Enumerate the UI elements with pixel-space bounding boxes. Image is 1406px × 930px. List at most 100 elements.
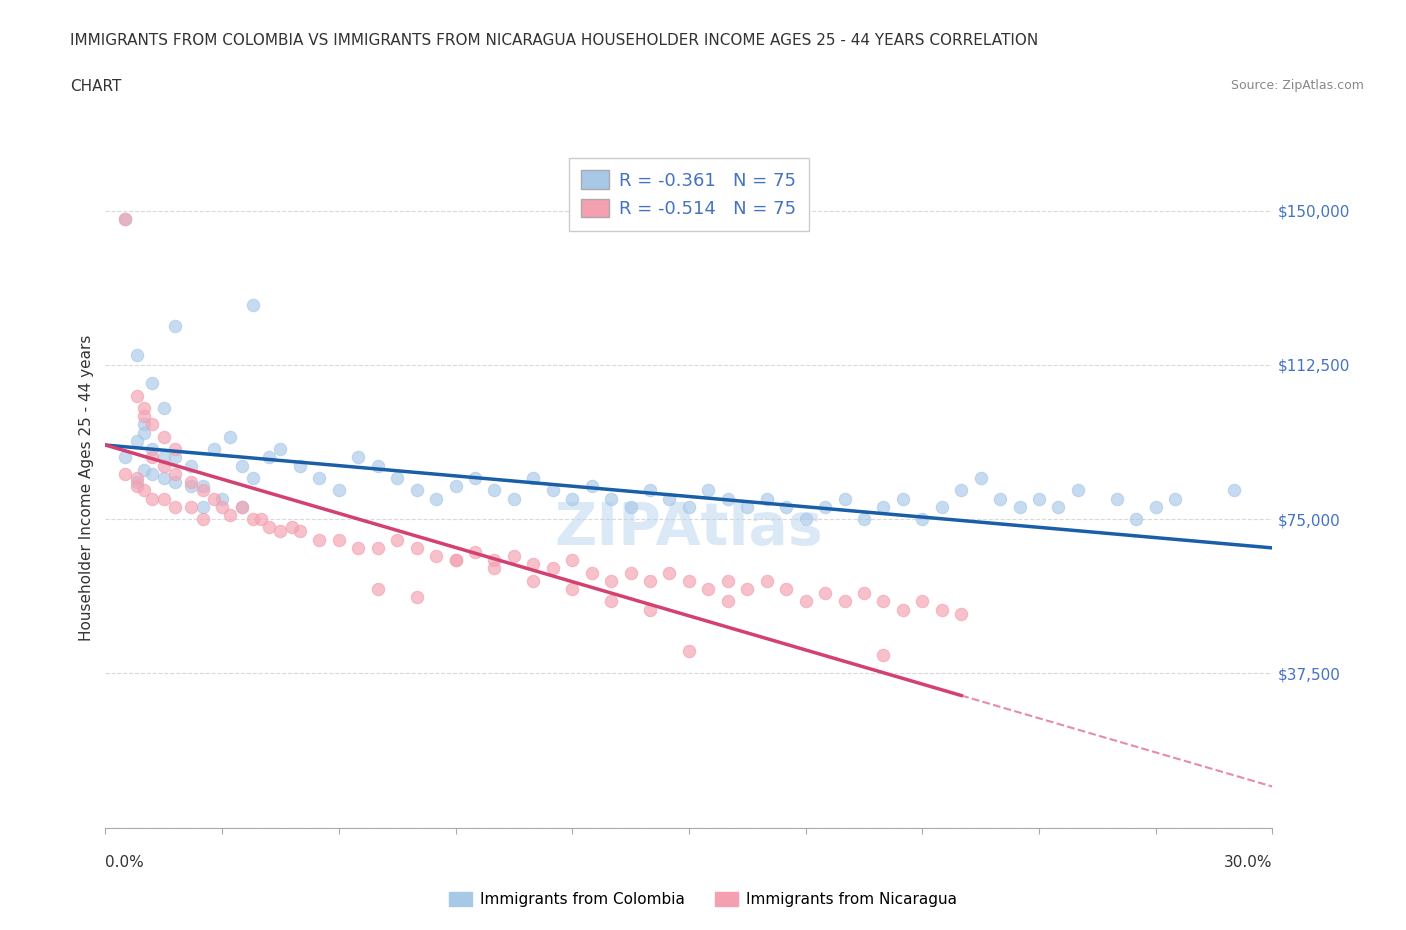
Text: CHART: CHART — [70, 79, 122, 94]
Point — [242, 298, 264, 312]
Point — [141, 491, 163, 506]
Point — [231, 499, 253, 514]
Point — [425, 549, 447, 564]
Point — [191, 499, 214, 514]
Point — [1144, 499, 1167, 514]
Point — [141, 417, 163, 432]
Point — [600, 594, 623, 609]
Point — [561, 581, 583, 596]
Point — [257, 520, 280, 535]
Point — [697, 581, 720, 596]
Point — [269, 442, 292, 457]
Point — [600, 574, 623, 589]
Y-axis label: Householder Income Ages 25 - 44 years: Householder Income Ages 25 - 44 years — [79, 335, 94, 642]
Point — [1125, 512, 1147, 526]
Point — [347, 450, 370, 465]
Point — [347, 540, 370, 555]
Point — [125, 474, 148, 489]
Point — [288, 524, 311, 538]
Point — [891, 603, 914, 618]
Point — [541, 483, 564, 498]
Point — [385, 471, 408, 485]
Point — [541, 561, 564, 576]
Point — [444, 552, 467, 567]
Point — [308, 532, 330, 547]
Point — [405, 483, 427, 498]
Point — [484, 552, 506, 567]
Point — [219, 430, 242, 445]
Point — [152, 450, 174, 465]
Point — [834, 491, 856, 506]
Point — [1047, 499, 1070, 514]
Point — [794, 512, 817, 526]
Point — [678, 644, 700, 658]
Point — [165, 318, 187, 333]
Point — [425, 491, 447, 506]
Point — [931, 499, 953, 514]
Point — [250, 512, 273, 526]
Point — [1222, 483, 1244, 498]
Point — [717, 574, 740, 589]
Point — [114, 211, 136, 226]
Point — [134, 401, 156, 416]
Point — [775, 499, 797, 514]
Point — [141, 467, 163, 482]
Point — [328, 483, 350, 498]
Point — [444, 552, 467, 567]
Point — [502, 549, 524, 564]
Point — [308, 471, 330, 485]
Point — [950, 606, 973, 621]
Point — [211, 499, 233, 514]
Point — [775, 581, 797, 596]
Point — [152, 430, 174, 445]
Point — [814, 499, 837, 514]
Point — [834, 594, 856, 609]
Point — [755, 491, 778, 506]
Point — [257, 450, 280, 465]
Point — [134, 462, 156, 477]
Point — [872, 594, 894, 609]
Point — [288, 458, 311, 473]
Point — [1164, 491, 1187, 506]
Point — [638, 483, 661, 498]
Point — [125, 347, 148, 362]
Point — [191, 512, 214, 526]
Point — [988, 491, 1011, 506]
Point — [638, 574, 661, 589]
Point — [180, 121, 202, 136]
Point — [872, 499, 894, 514]
Point — [180, 499, 202, 514]
Point — [328, 532, 350, 547]
Point — [165, 467, 187, 482]
Point — [658, 565, 681, 580]
Point — [522, 471, 544, 485]
Point — [242, 471, 264, 485]
Point — [522, 574, 544, 589]
Point — [114, 450, 136, 465]
Point — [852, 512, 875, 526]
Point — [891, 491, 914, 506]
Point — [737, 499, 759, 514]
Point — [141, 450, 163, 465]
Point — [180, 479, 202, 494]
Point — [141, 376, 163, 391]
Point — [561, 491, 583, 506]
Point — [678, 499, 700, 514]
Point — [1008, 499, 1031, 514]
Point — [561, 552, 583, 567]
Text: IMMIGRANTS FROM COLOMBIA VS IMMIGRANTS FROM NICARAGUA HOUSEHOLDER INCOME AGES 25: IMMIGRANTS FROM COLOMBIA VS IMMIGRANTS F… — [70, 33, 1039, 47]
Point — [970, 471, 993, 485]
Point — [125, 471, 148, 485]
Point — [911, 512, 934, 526]
Point — [152, 491, 174, 506]
Point — [367, 581, 389, 596]
Point — [600, 491, 623, 506]
Point — [125, 479, 148, 494]
Point — [638, 603, 661, 618]
Point — [619, 499, 641, 514]
Text: Source: ZipAtlas.com: Source: ZipAtlas.com — [1230, 79, 1364, 92]
Point — [231, 458, 253, 473]
Point — [385, 532, 408, 547]
Legend: R = -0.361   N = 75, R = -0.514   N = 75: R = -0.361 N = 75, R = -0.514 N = 75 — [569, 158, 808, 231]
Point — [114, 467, 136, 482]
